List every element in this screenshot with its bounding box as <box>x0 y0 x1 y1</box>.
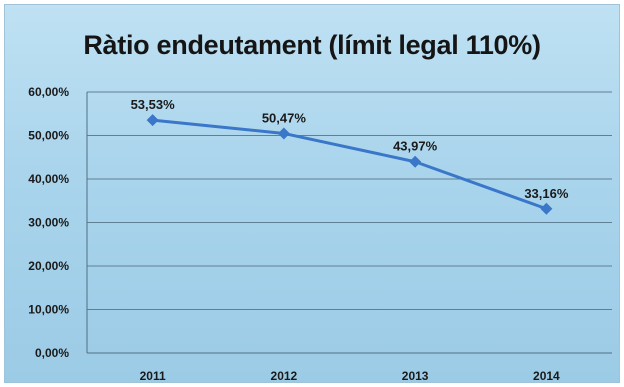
y-tick-label: 60,00% <box>28 85 69 99</box>
x-tick-label: 2014 <box>533 369 560 383</box>
data-point-marker <box>277 127 290 140</box>
series-line-path <box>152 118 547 211</box>
x-tick-label: 2011 <box>140 369 166 383</box>
y-tick-label: 40,00% <box>28 172 69 186</box>
data-labels: 53,53% 50,47% 43,97% 33,16% <box>131 97 569 201</box>
y-tick-label: 0,00% <box>35 346 69 360</box>
x-tick-label: 2013 <box>402 369 429 383</box>
gridlines <box>87 91 612 310</box>
y-tick-label: 20,00% <box>28 259 69 273</box>
data-point-marker <box>409 155 422 168</box>
y-tick-label: 50,00% <box>28 129 69 143</box>
data-point-marker <box>146 114 159 127</box>
axes <box>86 92 612 354</box>
x-axis-ticks: 2011 2012 2013 2014 <box>140 369 560 383</box>
data-label: 50,47% <box>262 110 307 125</box>
y-tick-label: 10,00% <box>28 303 69 317</box>
data-label: 33,16% <box>524 186 569 201</box>
data-label: 43,97% <box>393 139 438 154</box>
y-axis-ticks: 0,00% 10,00% 20,00% 30,00% 40,00% 50,00% 60,00… <box>28 85 69 360</box>
y-tick-label: 30,00% <box>28 216 69 230</box>
x-tick-label: 2012 <box>271 369 298 383</box>
chart-background <box>4 4 620 383</box>
series-line <box>146 114 553 215</box>
chart-title: Ràtio endeutament (límit legal 110%) <box>83 30 541 60</box>
data-point-marker <box>540 202 553 215</box>
data-label: 53,53% <box>131 97 176 112</box>
